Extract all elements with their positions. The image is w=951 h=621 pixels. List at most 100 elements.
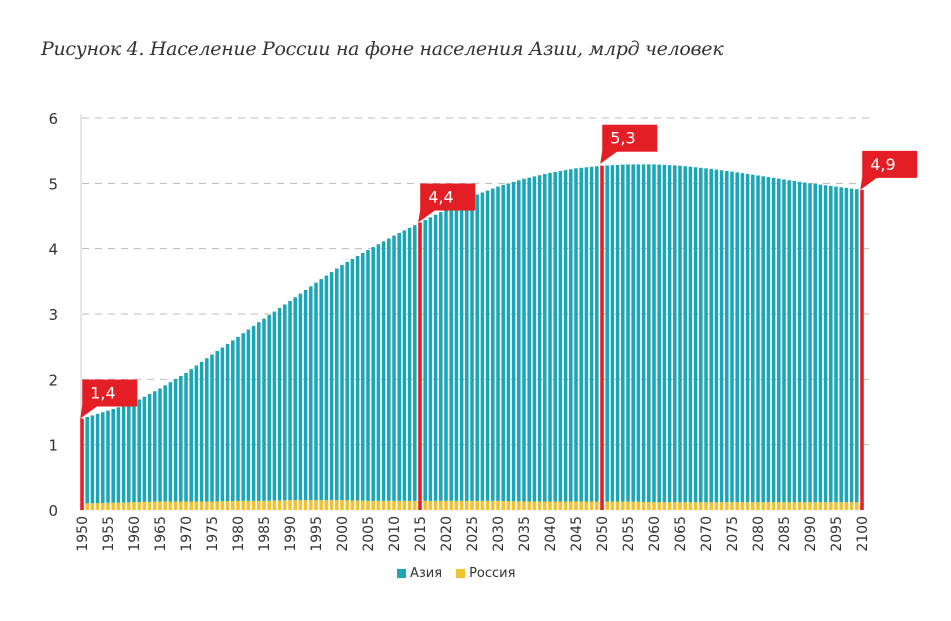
- asia-bar: [298, 293, 303, 501]
- asia-bar: [272, 311, 277, 501]
- russia-bar: [631, 501, 635, 510]
- russia-bar: [485, 500, 490, 510]
- asia-bar: [95, 413, 100, 504]
- asia-bar: [153, 391, 157, 502]
- russia-bar: [137, 502, 141, 510]
- asia-bar: [631, 164, 635, 502]
- russia-bar: [714, 502, 719, 510]
- x-tick-label: 2015: [413, 516, 429, 552]
- asia-bar: [85, 416, 89, 504]
- russia-bar: [699, 502, 703, 510]
- russia-bar: [657, 502, 661, 510]
- asia-bar: [407, 227, 412, 501]
- asia-bar: [423, 219, 427, 501]
- russia-bar: [751, 502, 755, 510]
- asia-bar: [142, 396, 147, 502]
- x-tick-label: 2005: [361, 516, 377, 552]
- asia-bar: [751, 174, 755, 503]
- x-tick-label: 2055: [621, 516, 637, 552]
- russia-bar: [641, 501, 646, 510]
- asia-bar: [699, 167, 703, 503]
- asia-bar: [194, 365, 199, 502]
- russia-bar: [511, 501, 516, 510]
- russia-bar: [402, 500, 407, 510]
- asia-bar: [465, 199, 469, 501]
- russia-bar: [267, 500, 271, 510]
- x-tick-label: 1990: [283, 516, 299, 552]
- asia-bar: [626, 164, 630, 502]
- russia-bar: [293, 500, 297, 510]
- russia-bar: [355, 500, 360, 510]
- russia-bar: [324, 500, 329, 510]
- asia-bar: [844, 187, 849, 503]
- russia-bar: [496, 500, 500, 510]
- russia-bar: [688, 502, 693, 510]
- asia-bar: [231, 340, 235, 501]
- asia-bar: [823, 185, 828, 503]
- asia-bar: [725, 170, 729, 503]
- russia-bar: [766, 502, 771, 510]
- russia-bar: [725, 502, 729, 510]
- asia-bar: [730, 171, 734, 503]
- x-tick-label: 2025: [465, 516, 481, 552]
- russia-bar: [163, 501, 167, 510]
- russia-bar: [127, 502, 131, 510]
- asia-bar: [345, 261, 349, 501]
- russia-bar: [340, 500, 344, 510]
- asia-bar: [792, 180, 797, 503]
- russia-bar: [537, 501, 542, 510]
- asia-bar: [813, 183, 817, 503]
- russia-bar: [673, 502, 677, 510]
- russia-bar: [179, 501, 183, 510]
- russia-bar: [381, 500, 386, 510]
- russia-bar: [199, 501, 204, 510]
- x-tick-label: 1970: [179, 516, 195, 552]
- asia-bar: [558, 171, 563, 502]
- russia-bar: [709, 502, 713, 510]
- annotation-box: [862, 150, 918, 178]
- annotation-pointer: [600, 150, 619, 164]
- russia-bar: [314, 500, 318, 510]
- russia-bar: [298, 500, 303, 510]
- legend-label-russia: Россия: [469, 566, 516, 581]
- asia-bar: [106, 410, 110, 503]
- russia-bar: [257, 500, 261, 510]
- russia-bar: [621, 501, 625, 510]
- asia-bar: [849, 188, 854, 503]
- asia-bar: [803, 182, 807, 503]
- asia-bar: [262, 318, 266, 501]
- asia-bar: [709, 168, 713, 503]
- russia-bar: [111, 502, 115, 510]
- russia-bar: [844, 502, 849, 510]
- russia-bar: [615, 501, 620, 510]
- russia-bar: [335, 500, 339, 510]
- asia-bar: [444, 209, 448, 501]
- x-tick-label: 1995: [309, 516, 325, 552]
- russia-bar: [236, 500, 240, 510]
- x-tick-label: 1980: [231, 516, 247, 552]
- asia-bar: [241, 333, 245, 501]
- asia-bar: [673, 165, 677, 503]
- x-tick-label: 2075: [725, 516, 741, 552]
- russia-bar: [428, 500, 433, 510]
- russia-bar: [797, 502, 802, 510]
- russia-bar: [683, 502, 687, 510]
- asia-bar: [621, 164, 625, 502]
- asia-bar: [563, 170, 568, 502]
- russia-bar: [813, 502, 817, 510]
- asia-bar: [756, 175, 760, 503]
- highlighted-bar: [600, 165, 604, 502]
- russia-bar: [855, 502, 859, 510]
- annotation-label: 4,9: [870, 155, 895, 174]
- asia-bar: [376, 244, 381, 501]
- russia-bar: [116, 502, 121, 510]
- russia-bar: [761, 502, 765, 510]
- asia-bar: [179, 375, 183, 502]
- x-tick-label: 2035: [517, 516, 533, 552]
- russia-bar: [345, 500, 349, 510]
- annotation-label: 1,4: [90, 384, 115, 403]
- russia-bar: [501, 500, 505, 510]
- x-tick-label: 1960: [127, 516, 143, 552]
- asia-bar: [173, 379, 178, 502]
- russia-bar: [220, 501, 225, 510]
